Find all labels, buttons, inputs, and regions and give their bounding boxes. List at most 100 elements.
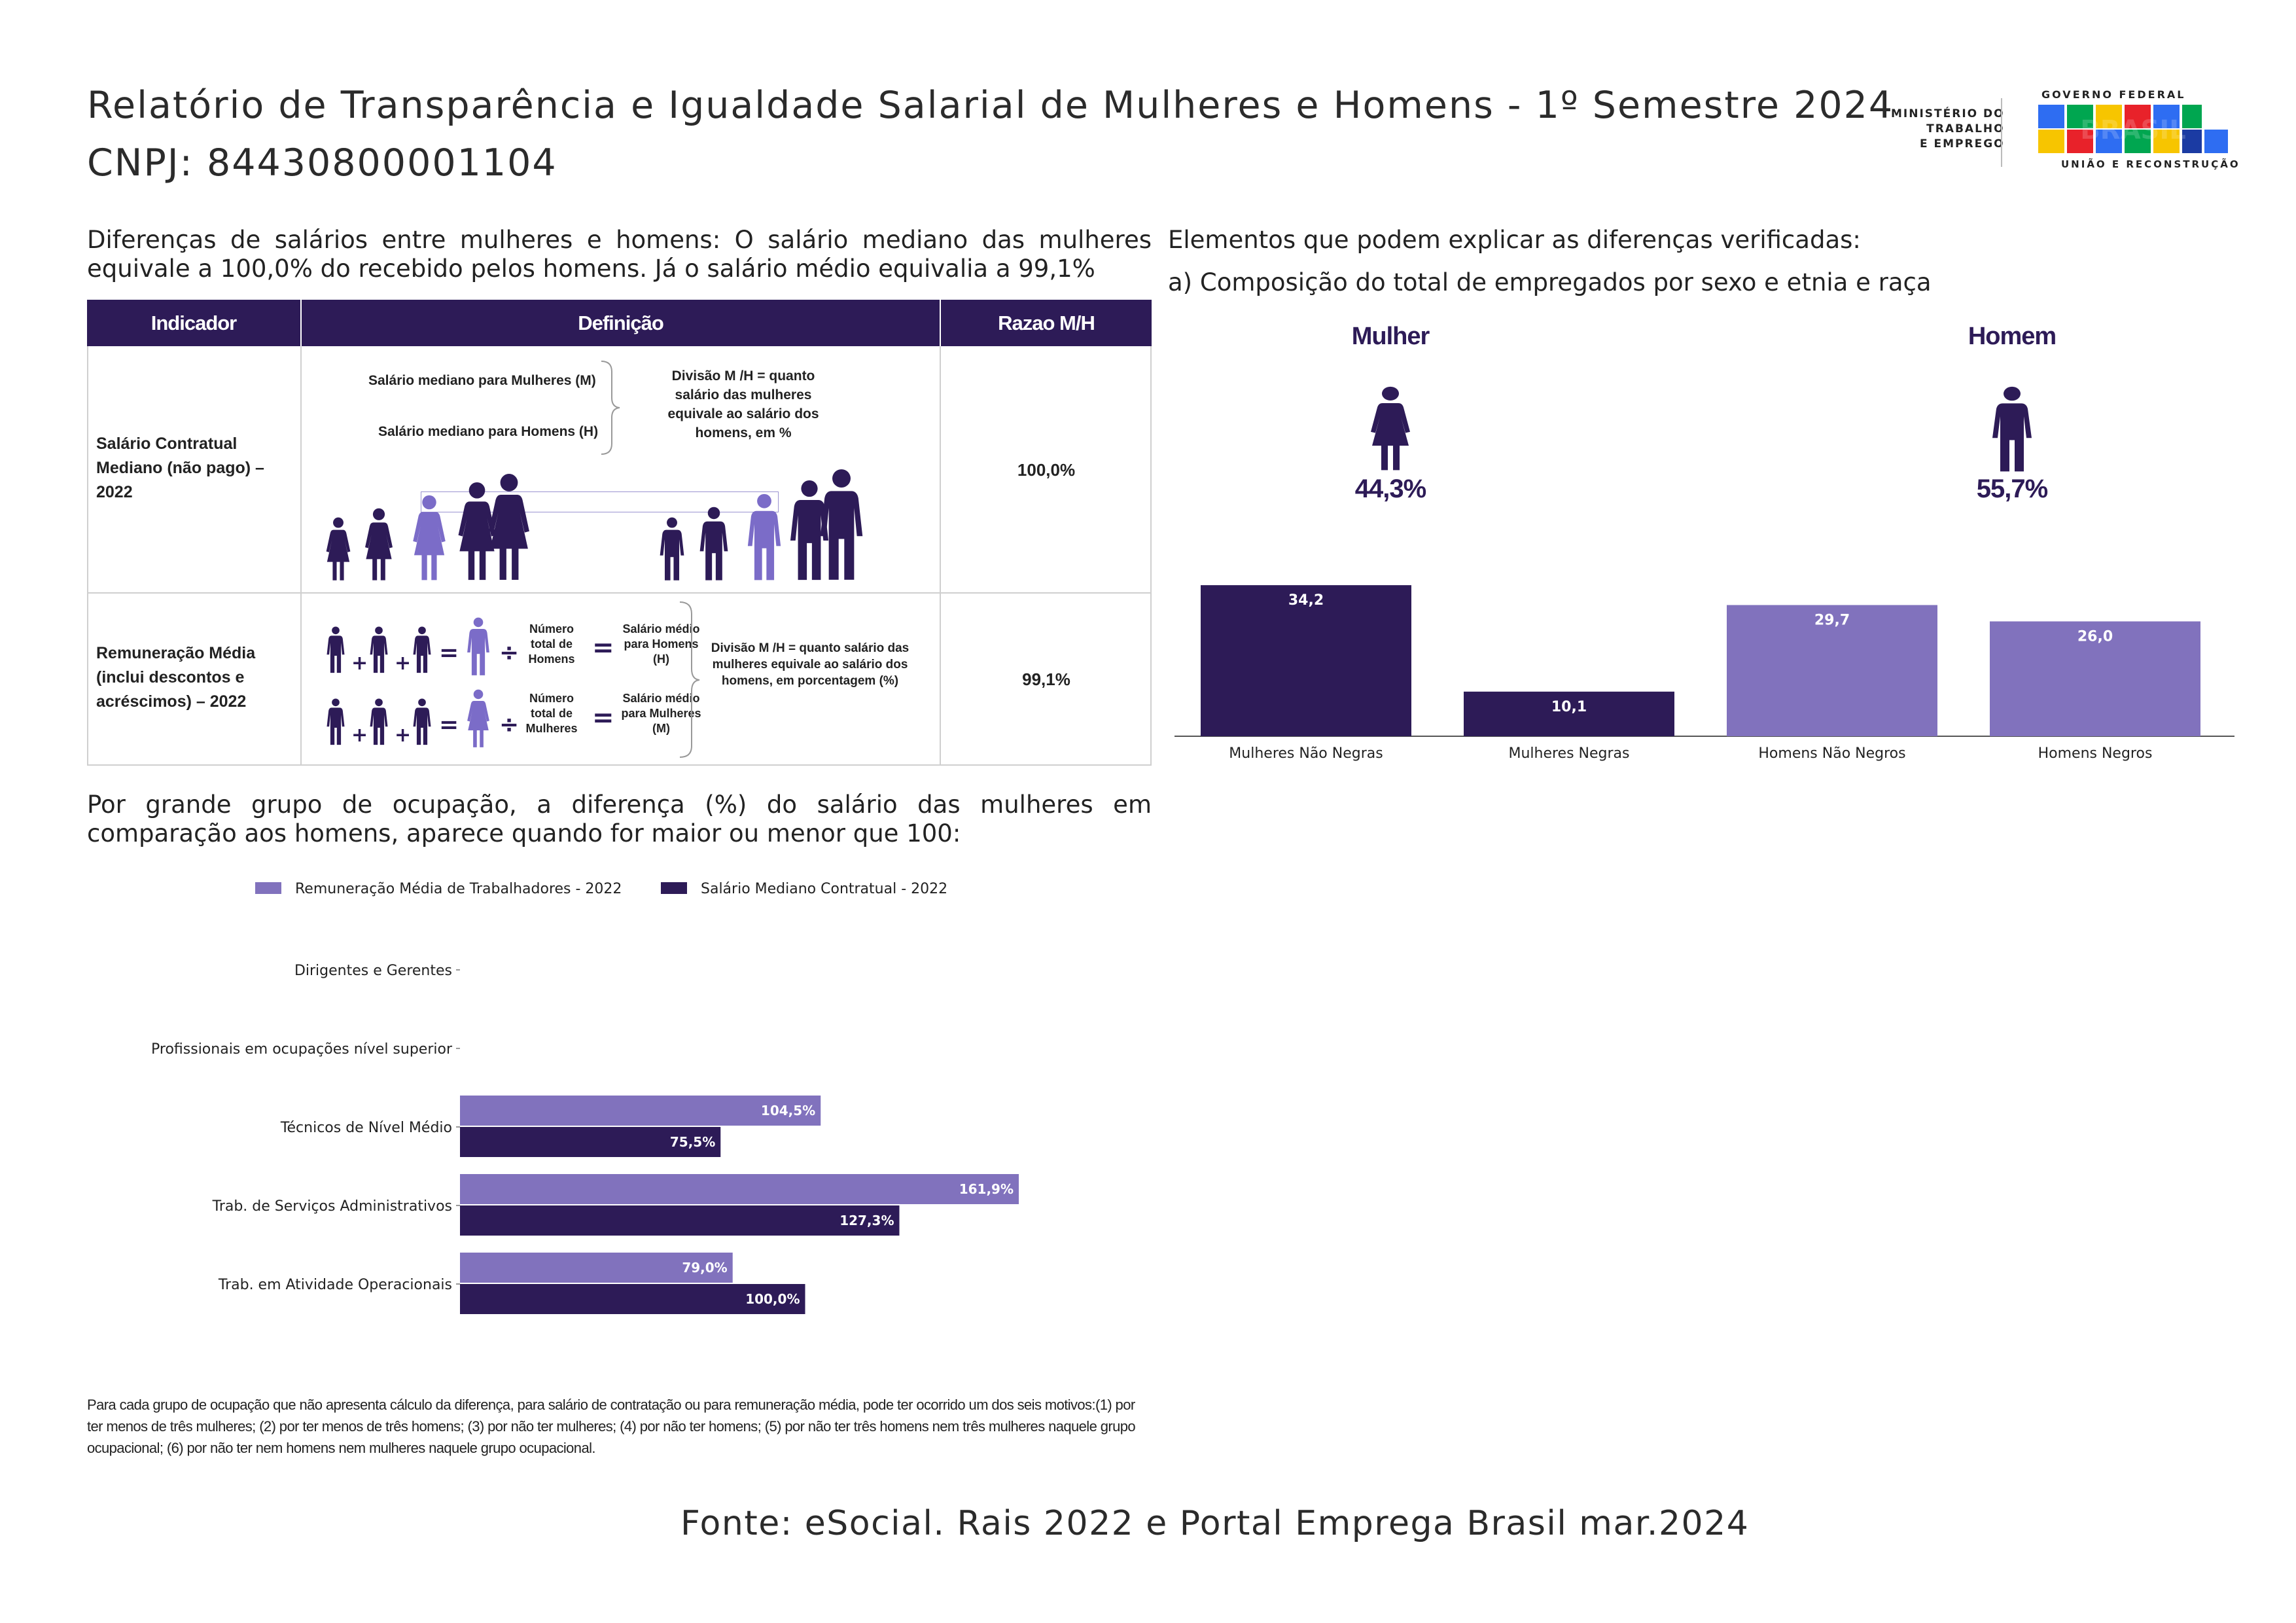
composition-bar-chart: 34,2 Mulheres Não Negras 10,1 Mulheres Negr… [1174,585,2234,762]
composition-bar-marks: 34,2 Mulheres Não Negras 10,1 Mulheres Negr… [1174,585,2234,762]
equals-icon: = [592,633,614,663]
composition-heading: Elementos que podem explicar as diferenç… [1168,226,1861,254]
brasil-logo-word: BRASIL [2080,115,2185,145]
occupation-category-label: Profissionais em ocupações nível superio… [151,1041,453,1058]
row2-medio-h: Salário médio para Homens (H) [622,622,700,666]
gov-logo-bottom: UNIÃO E RECONSTRUÇÃO [2061,158,2240,170]
table-header-indicador: Indicador [87,300,300,346]
occupation-category-label: Técnicos de Nível Médio [280,1120,452,1136]
row1-indicator: Salário Contratual Mediano (não pago) – … [96,435,264,501]
table-header-definicao: Definição [302,300,940,346]
row1-ratio: 100,0% [1017,460,1076,480]
composition-bar [1464,691,1674,736]
occupation-bar [460,1174,1019,1204]
occupation-bar-value: 79,0% [682,1260,727,1275]
report-title: Relatório de Transparência e Igualdade S… [87,84,1894,127]
row2-total-homens: Número total de Homens [528,622,575,666]
row1-brace [601,361,620,455]
occupation-bar-value: 75,5% [670,1134,715,1150]
svg-text:+: + [395,652,411,675]
svg-text:+: + [351,652,368,675]
ministry-logo-line: E EMPREGO [1919,137,2005,151]
row2-total-mulheres: Número total de Mulheres [525,692,578,735]
source-text: Fonte: eSocial. Rais 2022 e Portal Empre… [680,1504,1750,1543]
composition-category-label: Mulheres Não Negras [1229,745,1383,762]
table-border [87,764,1152,766]
row1-def-women: Salário mediano para Mulheres (M) [368,373,596,388]
composition-bar-value: 10,1 [1551,699,1587,715]
row2-women-formula-icon: + + = ÷ [327,689,519,747]
occupation-intro: Por grande grupo de ocupação, a diferenç… [87,791,1152,847]
occupation-bar-value: 127,3% [839,1213,894,1228]
table-border [87,592,1152,594]
svg-text:÷: ÷ [499,639,519,666]
composition-bar-value: 29,7 [1814,613,1850,629]
row1-women-group-icon [326,474,529,580]
table-header-razao: Razao M/H [941,300,1152,346]
footnote: Para cada grupo de ocupação que não apre… [87,1397,1136,1456]
ministry-logo-line: MINISTÉRIO DO [1891,107,2005,120]
row2-ratio: 99,1% [1022,669,1070,689]
legend-swatch-remuneracao [255,882,281,894]
row1-def-note: Divisão M /H = quanto salário das mulher… [667,368,819,440]
svg-text:=: = [439,639,459,666]
brasil-logo: BRASIL [2038,105,2228,153]
row2-indicator: Remuneração Média (inclui descontos e ac… [96,644,256,711]
composition-category-label: Homens Não Negros [1758,745,1905,762]
table-border [300,346,302,766]
gov-logo-top: GOVERNO FEDERAL [2041,88,2186,101]
svg-text:=: = [592,703,614,733]
occupation-bar-marks: Dirigentes e Gerentes Profissionais em oc… [151,963,1019,1314]
composition-category-label: Homens Negros [2038,745,2153,762]
row2-brace [679,601,700,758]
occupation-bar-value: 104,5% [761,1103,815,1118]
woman-icon [1371,386,1410,471]
occupation-category-label: Dirigentes e Gerentes [294,963,452,979]
mulher-percentage: 44,3% [1354,474,1426,503]
row2-men-formula-icon: + + = ÷ [327,617,519,675]
man-icon [1992,386,2032,472]
row1-def-men: Salário mediano para Homens (H) [378,424,599,439]
row1-men-group-icon [660,469,863,580]
composition-bar [1727,605,1937,736]
occupation-bar [460,1253,733,1283]
row2-def-note: Divisão M /H = quanto salário das mulher… [711,641,910,688]
composition-bar [1990,621,2200,736]
legend-swatch-mediano [661,882,687,894]
row2-medio-m: Salário médio para Mulheres (M) [621,692,701,735]
occupation-bar-value: 100,0% [745,1291,800,1307]
svg-text:÷: ÷ [499,711,519,738]
intro-text: Diferenças de salários entre mulheres e … [87,226,1152,283]
homem-label: Homem [1968,323,2057,350]
table-border [940,346,941,766]
legend-label-remuneracao: Remuneração Média de Trabalhadores - 202… [295,881,622,897]
occupation-bar-value: 161,9% [959,1181,1014,1197]
occupation-bar [460,1096,821,1126]
svg-text:=: = [439,711,459,738]
composition-bar-value: 34,2 [1288,592,1324,609]
occupation-bar [460,1284,805,1314]
indicator-table: Indicador Definição Razao M/H Salário Co… [87,300,1152,766]
legend-label-mediano: Salário Mediano Contratual - 2022 [701,881,947,897]
homem-percentage: 55,7% [1976,474,2048,503]
company-cnpj: CNPJ: 84430800001104 [87,141,557,185]
equals-icon: = [592,703,614,733]
table-border [1150,346,1152,766]
svg-text:=: = [592,633,614,663]
svg-text:+: + [351,724,368,747]
occupation-bar-chart: Remuneração Média de Trabalhadores - 202… [151,881,1019,1314]
row1-comparison-box [421,491,779,512]
composition-subheading: a) Composição do total de empregados por… [1168,268,1932,296]
composition-bar-value: 26,0 [2077,629,2113,645]
occupation-category-label: Trab. em Atividade Operacionais [218,1277,452,1293]
occupation-bar [460,1205,900,1236]
ministry-logo: MINISTÉRIO DO TRABALHO E EMPREGO [1891,107,2005,152]
occupation-category-label: Trab. de Serviços Administrativos [212,1198,452,1215]
table-border [87,346,88,766]
svg-text:+: + [395,724,411,747]
composition-bar [1201,585,1411,736]
mulher-label: Mulher [1351,323,1430,350]
occupation-bar [460,1127,721,1157]
ministry-logo-line: TRABALHO [1926,122,2005,135]
logo-divider [2001,98,2002,167]
